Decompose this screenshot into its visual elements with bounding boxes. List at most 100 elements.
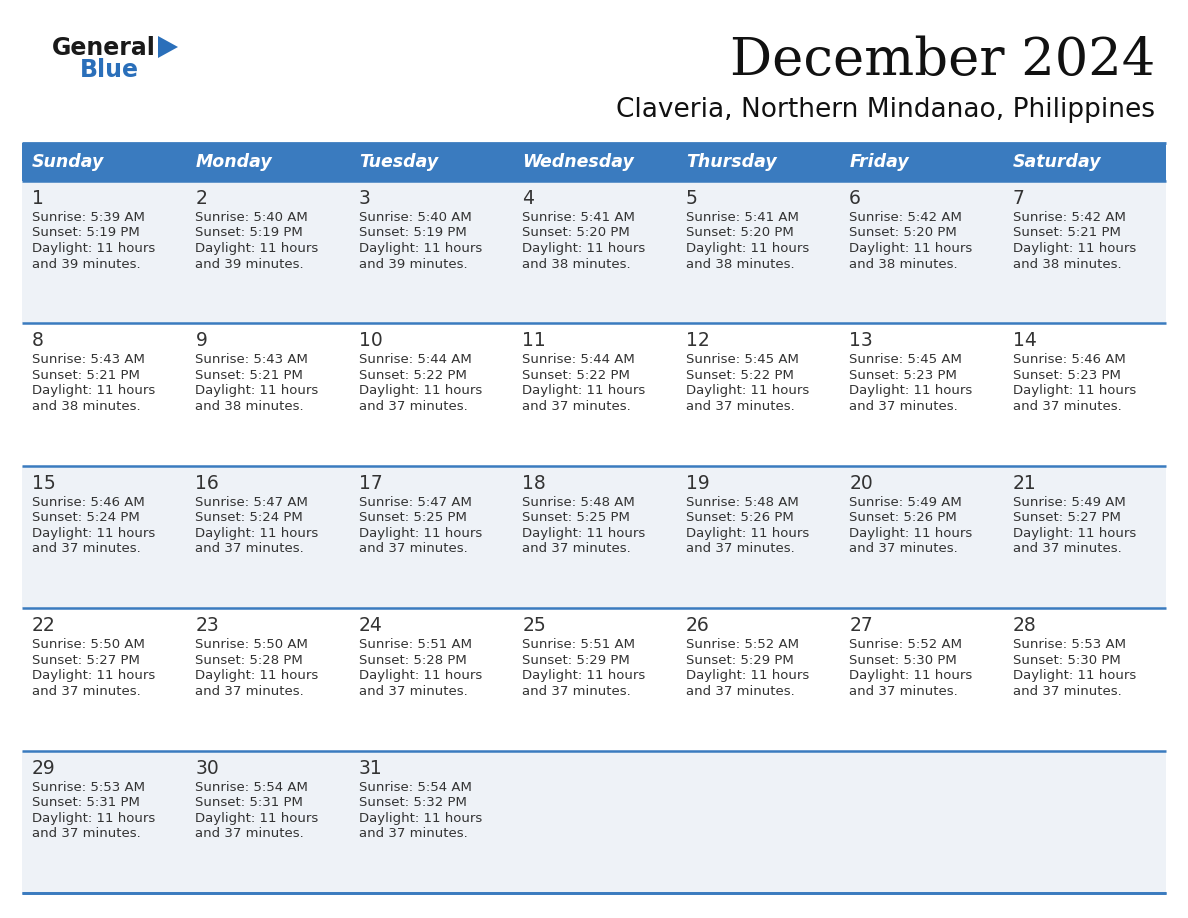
Text: 10: 10 <box>359 331 383 351</box>
Text: and 39 minutes.: and 39 minutes. <box>359 258 468 271</box>
Text: 17: 17 <box>359 474 383 493</box>
Text: Sunset: 5:21 PM: Sunset: 5:21 PM <box>1012 227 1120 240</box>
Text: Wednesday: Wednesday <box>523 153 634 171</box>
Bar <box>349 143 512 181</box>
Text: and 37 minutes.: and 37 minutes. <box>196 543 304 555</box>
Text: and 37 minutes.: and 37 minutes. <box>359 400 468 413</box>
Text: 25: 25 <box>523 616 546 635</box>
Text: 16: 16 <box>196 474 219 493</box>
Text: 2: 2 <box>196 189 207 208</box>
Text: Daylight: 11 hours: Daylight: 11 hours <box>849 242 973 255</box>
Text: Sunset: 5:20 PM: Sunset: 5:20 PM <box>685 227 794 240</box>
Text: Daylight: 11 hours: Daylight: 11 hours <box>359 242 482 255</box>
Text: Daylight: 11 hours: Daylight: 11 hours <box>1012 527 1136 540</box>
Text: Daylight: 11 hours: Daylight: 11 hours <box>196 669 318 682</box>
Text: Sunset: 5:27 PM: Sunset: 5:27 PM <box>1012 511 1120 524</box>
Text: Daylight: 11 hours: Daylight: 11 hours <box>1012 669 1136 682</box>
Text: Daylight: 11 hours: Daylight: 11 hours <box>849 669 973 682</box>
Bar <box>23 143 185 181</box>
Text: and 37 minutes.: and 37 minutes. <box>685 685 795 698</box>
Text: Sunset: 5:19 PM: Sunset: 5:19 PM <box>196 227 303 240</box>
Text: Daylight: 11 hours: Daylight: 11 hours <box>523 385 645 397</box>
Text: 27: 27 <box>849 616 873 635</box>
Text: Sunrise: 5:54 AM: Sunrise: 5:54 AM <box>196 780 309 793</box>
Text: 18: 18 <box>523 474 546 493</box>
Text: Sunset: 5:28 PM: Sunset: 5:28 PM <box>196 654 303 666</box>
Text: Sunday: Sunday <box>32 153 105 171</box>
Text: Sunset: 5:24 PM: Sunset: 5:24 PM <box>32 511 140 524</box>
Text: Monday: Monday <box>196 153 272 171</box>
Text: Sunrise: 5:49 AM: Sunrise: 5:49 AM <box>1012 496 1125 509</box>
Text: and 37 minutes.: and 37 minutes. <box>1012 543 1121 555</box>
Text: Sunrise: 5:42 AM: Sunrise: 5:42 AM <box>849 211 962 224</box>
Text: Sunset: 5:20 PM: Sunset: 5:20 PM <box>849 227 956 240</box>
Text: General: General <box>52 36 156 60</box>
Bar <box>512 143 676 181</box>
Text: Sunset: 5:24 PM: Sunset: 5:24 PM <box>196 511 303 524</box>
Text: and 37 minutes.: and 37 minutes. <box>32 685 140 698</box>
Text: 29: 29 <box>32 758 56 778</box>
Text: and 37 minutes.: and 37 minutes. <box>359 685 468 698</box>
Text: Sunset: 5:29 PM: Sunset: 5:29 PM <box>685 654 794 666</box>
Text: and 37 minutes.: and 37 minutes. <box>523 400 631 413</box>
Text: Sunset: 5:26 PM: Sunset: 5:26 PM <box>849 511 956 524</box>
Text: Tuesday: Tuesday <box>359 153 438 171</box>
Text: Sunset: 5:30 PM: Sunset: 5:30 PM <box>849 654 956 666</box>
Text: 19: 19 <box>685 474 709 493</box>
Text: and 37 minutes.: and 37 minutes. <box>1012 400 1121 413</box>
Text: 9: 9 <box>196 331 207 351</box>
Text: Daylight: 11 hours: Daylight: 11 hours <box>1012 242 1136 255</box>
Text: Sunrise: 5:45 AM: Sunrise: 5:45 AM <box>849 353 962 366</box>
Text: 31: 31 <box>359 758 383 778</box>
Bar <box>676 143 839 181</box>
Text: and 37 minutes.: and 37 minutes. <box>359 543 468 555</box>
Text: Sunset: 5:23 PM: Sunset: 5:23 PM <box>1012 369 1120 382</box>
Text: Sunrise: 5:43 AM: Sunrise: 5:43 AM <box>32 353 145 366</box>
Text: Daylight: 11 hours: Daylight: 11 hours <box>359 385 482 397</box>
Text: Thursday: Thursday <box>685 153 777 171</box>
Text: Sunrise: 5:51 AM: Sunrise: 5:51 AM <box>359 638 472 651</box>
Text: Daylight: 11 hours: Daylight: 11 hours <box>359 812 482 824</box>
Text: 5: 5 <box>685 189 697 208</box>
Text: and 38 minutes.: and 38 minutes. <box>1012 258 1121 271</box>
Text: Friday: Friday <box>849 153 909 171</box>
Text: and 38 minutes.: and 38 minutes. <box>849 258 958 271</box>
Bar <box>1003 143 1165 181</box>
Text: and 37 minutes.: and 37 minutes. <box>685 543 795 555</box>
Text: Sunrise: 5:48 AM: Sunrise: 5:48 AM <box>685 496 798 509</box>
Text: Sunrise: 5:39 AM: Sunrise: 5:39 AM <box>32 211 145 224</box>
Text: Sunset: 5:25 PM: Sunset: 5:25 PM <box>523 511 630 524</box>
Text: Sunset: 5:30 PM: Sunset: 5:30 PM <box>1012 654 1120 666</box>
Text: Daylight: 11 hours: Daylight: 11 hours <box>685 527 809 540</box>
Text: Sunset: 5:27 PM: Sunset: 5:27 PM <box>32 654 140 666</box>
Text: Sunset: 5:31 PM: Sunset: 5:31 PM <box>196 796 303 809</box>
Text: Sunrise: 5:41 AM: Sunrise: 5:41 AM <box>523 211 636 224</box>
Bar <box>839 143 1003 181</box>
Text: and 37 minutes.: and 37 minutes. <box>523 685 631 698</box>
Text: Sunrise: 5:50 AM: Sunrise: 5:50 AM <box>196 638 309 651</box>
Text: Daylight: 11 hours: Daylight: 11 hours <box>523 242 645 255</box>
Text: 4: 4 <box>523 189 535 208</box>
Text: Sunrise: 5:50 AM: Sunrise: 5:50 AM <box>32 638 145 651</box>
Polygon shape <box>158 36 178 58</box>
Text: Sunrise: 5:43 AM: Sunrise: 5:43 AM <box>196 353 309 366</box>
Text: Sunrise: 5:41 AM: Sunrise: 5:41 AM <box>685 211 798 224</box>
Text: 20: 20 <box>849 474 873 493</box>
Text: and 37 minutes.: and 37 minutes. <box>196 685 304 698</box>
Text: 11: 11 <box>523 331 546 351</box>
Text: Sunrise: 5:44 AM: Sunrise: 5:44 AM <box>359 353 472 366</box>
Text: Sunrise: 5:45 AM: Sunrise: 5:45 AM <box>685 353 798 366</box>
Text: Claveria, Northern Mindanao, Philippines: Claveria, Northern Mindanao, Philippines <box>617 97 1155 123</box>
Text: Daylight: 11 hours: Daylight: 11 hours <box>523 527 645 540</box>
Text: Daylight: 11 hours: Daylight: 11 hours <box>849 527 973 540</box>
Text: Sunset: 5:20 PM: Sunset: 5:20 PM <box>523 227 630 240</box>
Text: Daylight: 11 hours: Daylight: 11 hours <box>849 385 973 397</box>
Text: 13: 13 <box>849 331 873 351</box>
Text: Daylight: 11 hours: Daylight: 11 hours <box>523 669 645 682</box>
Text: and 39 minutes.: and 39 minutes. <box>196 258 304 271</box>
Text: Sunset: 5:21 PM: Sunset: 5:21 PM <box>32 369 140 382</box>
Text: Sunset: 5:26 PM: Sunset: 5:26 PM <box>685 511 794 524</box>
Text: 3: 3 <box>359 189 371 208</box>
Text: 22: 22 <box>32 616 56 635</box>
Text: Daylight: 11 hours: Daylight: 11 hours <box>196 385 318 397</box>
